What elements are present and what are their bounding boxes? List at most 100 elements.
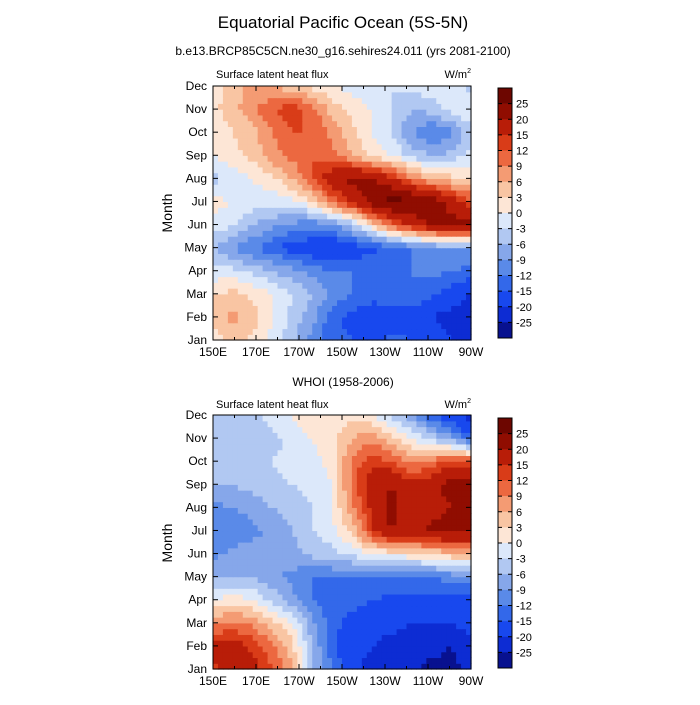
heatmap-cell (237, 109, 244, 116)
heatmap-cell (297, 570, 303, 578)
heatmap-cell (297, 195, 303, 203)
heatmap-cell (257, 253, 264, 260)
heatmap-cell (466, 288, 472, 295)
heatmap-cell (381, 622, 388, 630)
heatmap-cell (322, 328, 328, 335)
heatmap-cell (421, 663, 427, 670)
heatmap-cell (441, 322, 447, 330)
heatmap-cell (371, 576, 378, 584)
heatmap-cell (287, 634, 293, 641)
heatmap-cell (441, 420, 447, 428)
heatmap-cell (376, 282, 383, 289)
heatmap-cell (247, 184, 254, 191)
heatmap-cell (237, 461, 244, 468)
heatmap-cell (312, 126, 318, 133)
heatmap-cell (272, 316, 279, 324)
heatmap-cell (376, 605, 383, 612)
heatmap-cell (277, 120, 284, 128)
heatmap-cell (391, 547, 398, 555)
heatmap-cell (267, 605, 274, 612)
heatmap-cell (262, 472, 269, 480)
heatmap-cell (337, 264, 343, 272)
heatmap-cell (257, 415, 264, 422)
heatmap-cell (222, 137, 229, 145)
heatmap-cell (366, 305, 373, 312)
heatmap-cell (237, 438, 244, 445)
heatmap-cell (446, 605, 452, 612)
heatmap-cell (322, 259, 328, 266)
heatmap-cell (312, 103, 318, 110)
heatmap-cell (322, 91, 328, 99)
heatmap-cell (327, 126, 333, 133)
heatmap-cell (386, 97, 393, 104)
heatmap-cell (232, 126, 239, 133)
heatmap-cell (356, 553, 363, 560)
heatmap-cell (461, 236, 467, 243)
heatmap-cell (277, 103, 284, 110)
heatmap-cell (426, 536, 432, 543)
heatmap-cell (227, 224, 234, 231)
heatmap-cell (371, 536, 378, 543)
heatmap-cell (282, 189, 289, 197)
heatmap-cell (451, 316, 457, 324)
heatmap-cell (282, 466, 289, 474)
heatmap-cell (446, 507, 452, 514)
heatmap-cell (366, 547, 373, 555)
heatmap-cell (247, 634, 254, 641)
heatmap-cell (222, 415, 229, 422)
heatmap-cell (426, 195, 432, 203)
heatmap-cell (262, 201, 269, 208)
heatmap-cell (232, 617, 239, 624)
heatmap-cell (361, 288, 368, 295)
heatmap-cell (287, 241, 293, 249)
heatmap-cell (381, 438, 388, 445)
heatmap-cell (406, 149, 413, 156)
heatmap-cell (426, 137, 432, 145)
heatmap-cell (426, 426, 432, 433)
heatmap-cell (277, 628, 284, 635)
heatmap-cell (292, 570, 298, 578)
heatmap-cell (456, 559, 462, 566)
heatmap-cell (322, 530, 328, 537)
heatmap-cell (461, 282, 467, 289)
heatmap-cell (401, 634, 408, 641)
heatmap-cell (436, 605, 442, 612)
heatmap-cell (312, 490, 318, 497)
heatmap-cell (332, 213, 338, 220)
heatmap-cell (396, 472, 403, 480)
heatmap-cell (436, 530, 442, 537)
heatmap-cell (411, 478, 418, 485)
heatmap-cell (287, 420, 293, 428)
heatmap-cell (247, 651, 254, 659)
heatmap-cell (431, 218, 437, 226)
heatmap-cell (292, 547, 298, 555)
heatmap-cell (456, 484, 462, 491)
heatmap-cell (416, 628, 422, 635)
heatmap-cell (297, 189, 303, 197)
heatmap-cell (292, 126, 298, 133)
heatmap-cell (416, 241, 422, 249)
heatmap-cell (307, 461, 313, 468)
heatmap-cell (302, 461, 308, 468)
heatmap-cell (386, 299, 393, 306)
heatmap-cell (461, 334, 467, 341)
heatmap-cell (401, 230, 408, 237)
heatmap-cell (441, 97, 447, 104)
heatmap-cell (371, 617, 378, 624)
heatmap-cell (312, 91, 318, 99)
heatmap-cell (366, 617, 373, 624)
heatmap-cell (307, 645, 313, 653)
heatmap-cell (346, 472, 353, 480)
heatmap-cell (436, 472, 442, 480)
heatmap-cell (351, 634, 358, 641)
heatmap-cell (401, 426, 408, 433)
heatmap-cell (332, 276, 338, 283)
heatmap-cell (376, 109, 383, 116)
heatmap-cell (337, 484, 343, 491)
heatmap-cell (257, 178, 264, 185)
heatmap-cell (237, 657, 244, 664)
heatmap-cell (257, 276, 264, 283)
heatmap-cell (386, 663, 393, 670)
heatmap-cell (282, 461, 289, 468)
heatmap-cell (237, 207, 244, 214)
